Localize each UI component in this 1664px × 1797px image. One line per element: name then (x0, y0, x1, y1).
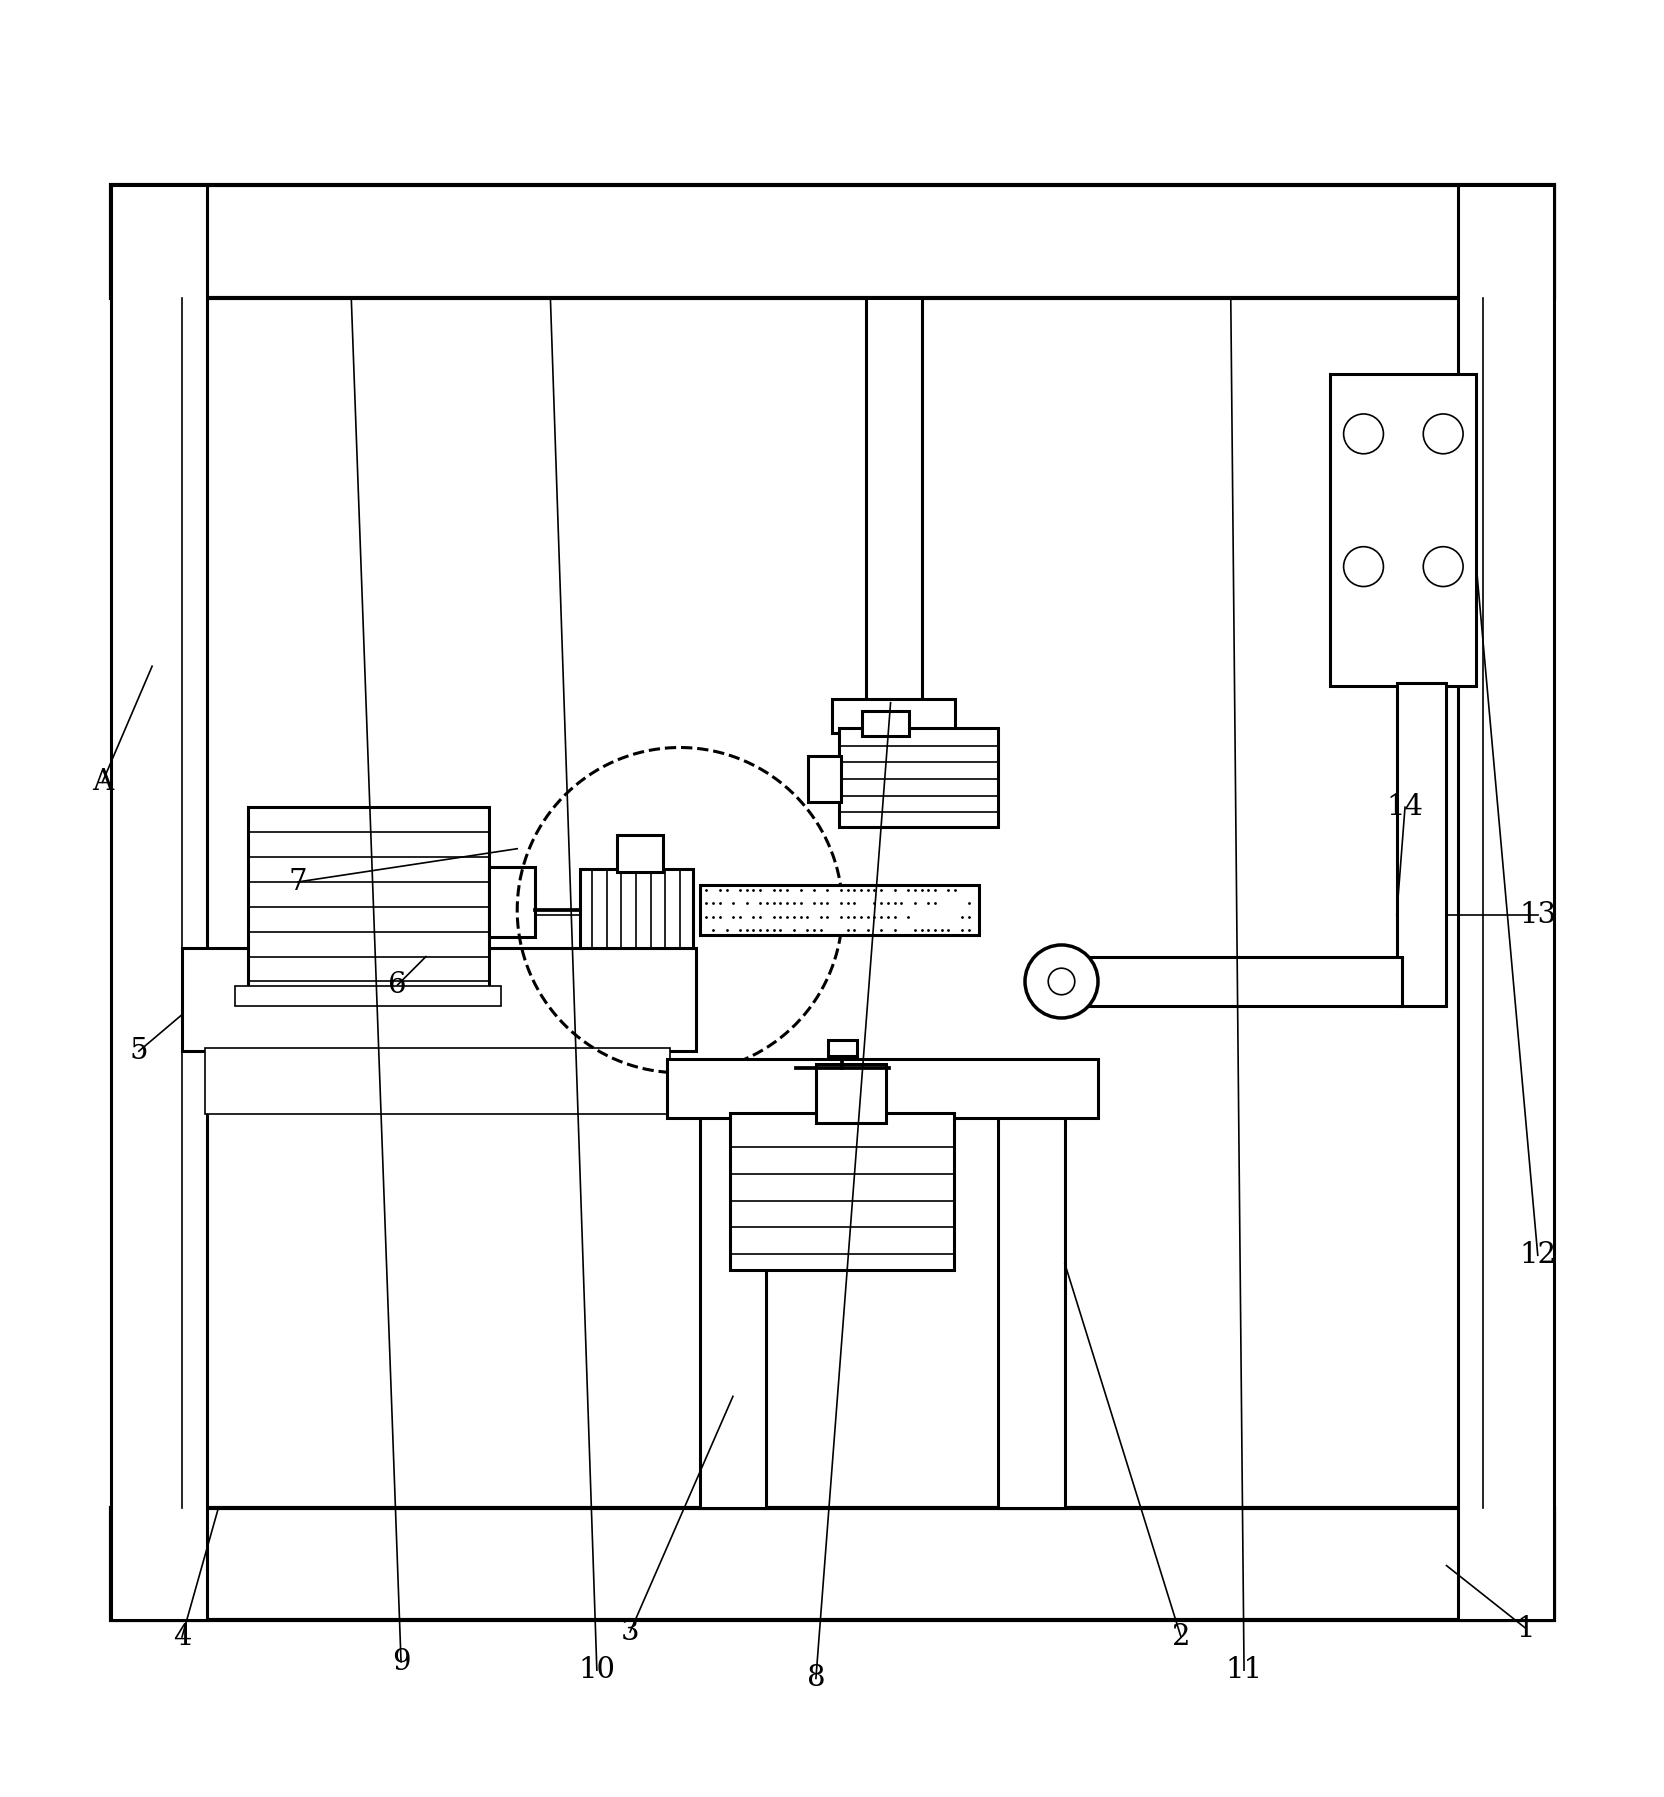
Text: A: A (92, 769, 113, 796)
Bar (807, 757, 840, 801)
Text: 1: 1 (1516, 1616, 1534, 1642)
Circle shape (1423, 413, 1463, 455)
Bar (110, 185, 1554, 298)
Circle shape (1343, 546, 1383, 586)
Bar (839, 728, 998, 827)
Bar (110, 1508, 1554, 1621)
Bar (815, 1064, 885, 1123)
Bar (1073, 956, 1401, 1006)
Text: 12: 12 (1518, 1242, 1556, 1269)
Text: 11: 11 (1225, 1657, 1261, 1684)
Bar (729, 1112, 953, 1270)
Text: 5: 5 (130, 1037, 148, 1066)
Bar (699, 1112, 765, 1508)
Circle shape (1423, 546, 1463, 586)
Text: 4: 4 (173, 1623, 191, 1651)
Circle shape (1343, 413, 1383, 455)
Bar (235, 987, 501, 1006)
Text: 14: 14 (1386, 792, 1423, 821)
Text: 8: 8 (805, 1664, 825, 1693)
Circle shape (1048, 969, 1075, 996)
Text: 2: 2 (1171, 1623, 1190, 1651)
Bar (1396, 683, 1446, 1006)
Bar (699, 886, 978, 934)
Text: 6: 6 (388, 970, 406, 999)
Bar (581, 868, 692, 949)
Bar (248, 807, 489, 997)
Text: 7: 7 (288, 868, 308, 897)
Bar (827, 1039, 857, 1057)
Bar (616, 836, 662, 872)
Bar (666, 1060, 1097, 1118)
Text: 10: 10 (577, 1657, 616, 1684)
Bar (110, 185, 206, 1621)
Bar (862, 712, 909, 737)
Bar (489, 866, 536, 936)
Bar (1330, 374, 1476, 686)
Text: 13: 13 (1518, 900, 1556, 929)
Text: 9: 9 (391, 1648, 409, 1677)
Bar (998, 1112, 1065, 1508)
Bar (205, 1048, 669, 1114)
Text: 3: 3 (621, 1617, 639, 1646)
Circle shape (1025, 945, 1097, 1017)
Bar (1458, 185, 1554, 1621)
Bar (181, 949, 696, 1051)
Bar (865, 298, 922, 703)
Bar (832, 699, 955, 733)
